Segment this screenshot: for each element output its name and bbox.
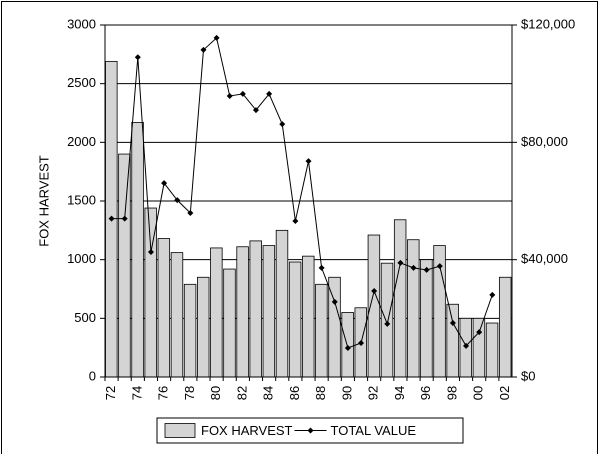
- marker: [213, 34, 220, 41]
- bar: [210, 247, 223, 378]
- y2-tick-label: $40,000: [521, 251, 568, 266]
- x-tick-label: 02: [497, 386, 512, 400]
- marker: [200, 46, 207, 53]
- bar: [498, 276, 512, 378]
- marker: [252, 107, 259, 114]
- bar: [157, 238, 171, 378]
- x-tick-label: 84: [261, 386, 276, 400]
- bar: [328, 276, 341, 378]
- bar: [118, 153, 131, 378]
- marker: [371, 288, 378, 295]
- y2-tick-label: $120,000: [521, 16, 575, 31]
- y2-tick-label: $80,000: [521, 134, 568, 149]
- marker: [121, 215, 128, 222]
- marker: [358, 339, 365, 346]
- x-tick-label: 88: [313, 386, 328, 400]
- marker: [187, 210, 194, 217]
- bar: [407, 239, 420, 378]
- marker: [134, 54, 141, 61]
- bar: [223, 268, 236, 378]
- marker: [279, 121, 286, 128]
- marker: [331, 298, 338, 305]
- x-tick-label: 00: [471, 386, 486, 400]
- y-tick-label: 1000: [67, 251, 96, 266]
- marker: [344, 344, 351, 351]
- marker: [174, 197, 181, 204]
- legend-swatch: [164, 423, 196, 438]
- bar: [446, 303, 459, 378]
- x-tick-label: 82: [234, 386, 249, 400]
- x-tick-label: 74: [129, 386, 144, 400]
- x-tick-label: 98: [444, 386, 459, 400]
- y2-tick-label: $0: [521, 368, 535, 383]
- y-tick-label: 2000: [67, 134, 96, 149]
- x-tick-label: 96: [418, 386, 433, 400]
- marker: [226, 92, 233, 99]
- bar: [275, 229, 289, 378]
- bar: [249, 240, 262, 378]
- bar: [262, 245, 276, 378]
- plot-frame: [104, 24, 513, 378]
- marker: [423, 266, 430, 273]
- bar: [472, 317, 486, 378]
- marker: [384, 320, 391, 327]
- x-tick-label: 80: [208, 386, 223, 400]
- marker: [410, 264, 417, 271]
- marker: [436, 263, 443, 270]
- bar: [131, 121, 144, 378]
- marker: [161, 180, 168, 187]
- marker: [239, 90, 246, 97]
- x-tick-label: 94: [392, 386, 407, 400]
- bar: [315, 283, 328, 378]
- marker: [449, 320, 456, 327]
- marker: [318, 264, 325, 271]
- legend-marker: [307, 427, 314, 434]
- y-tick-label: 0: [89, 368, 96, 383]
- marker: [463, 342, 470, 349]
- legend-label: FOX HARVEST: [201, 423, 293, 438]
- marker: [266, 90, 273, 97]
- bar: [302, 255, 315, 378]
- marker: [489, 291, 496, 298]
- marker: [147, 249, 154, 256]
- marker: [305, 158, 312, 165]
- bar: [236, 246, 249, 378]
- bar: [197, 276, 210, 378]
- bar: [341, 312, 354, 378]
- y-axis-title: FOX HARVEST: [36, 155, 51, 247]
- x-tick-label: 92: [366, 386, 381, 400]
- bar: [420, 259, 433, 378]
- y-tick-label: 1500: [67, 192, 96, 207]
- legend-label: TOTAL VALUE: [331, 423, 417, 438]
- marker: [476, 329, 483, 336]
- y-tick-label: 2500: [67, 75, 96, 90]
- x-tick-label: 72: [103, 386, 118, 400]
- bar: [485, 322, 499, 378]
- y-tick-label: 500: [74, 310, 96, 325]
- x-tick-label: 90: [339, 386, 354, 400]
- bar: [183, 283, 197, 378]
- bar: [367, 234, 381, 378]
- bar: [170, 252, 184, 378]
- x-tick-label: 86: [287, 386, 302, 400]
- y-tick-label: 3000: [67, 16, 96, 31]
- marker: [397, 259, 404, 266]
- bar: [380, 262, 394, 378]
- marker: [108, 215, 115, 222]
- bar: [393, 219, 407, 378]
- x-tick-label: 78: [182, 386, 197, 400]
- bar: [288, 261, 302, 378]
- x-tick-label: 76: [156, 386, 171, 400]
- marker: [292, 217, 299, 224]
